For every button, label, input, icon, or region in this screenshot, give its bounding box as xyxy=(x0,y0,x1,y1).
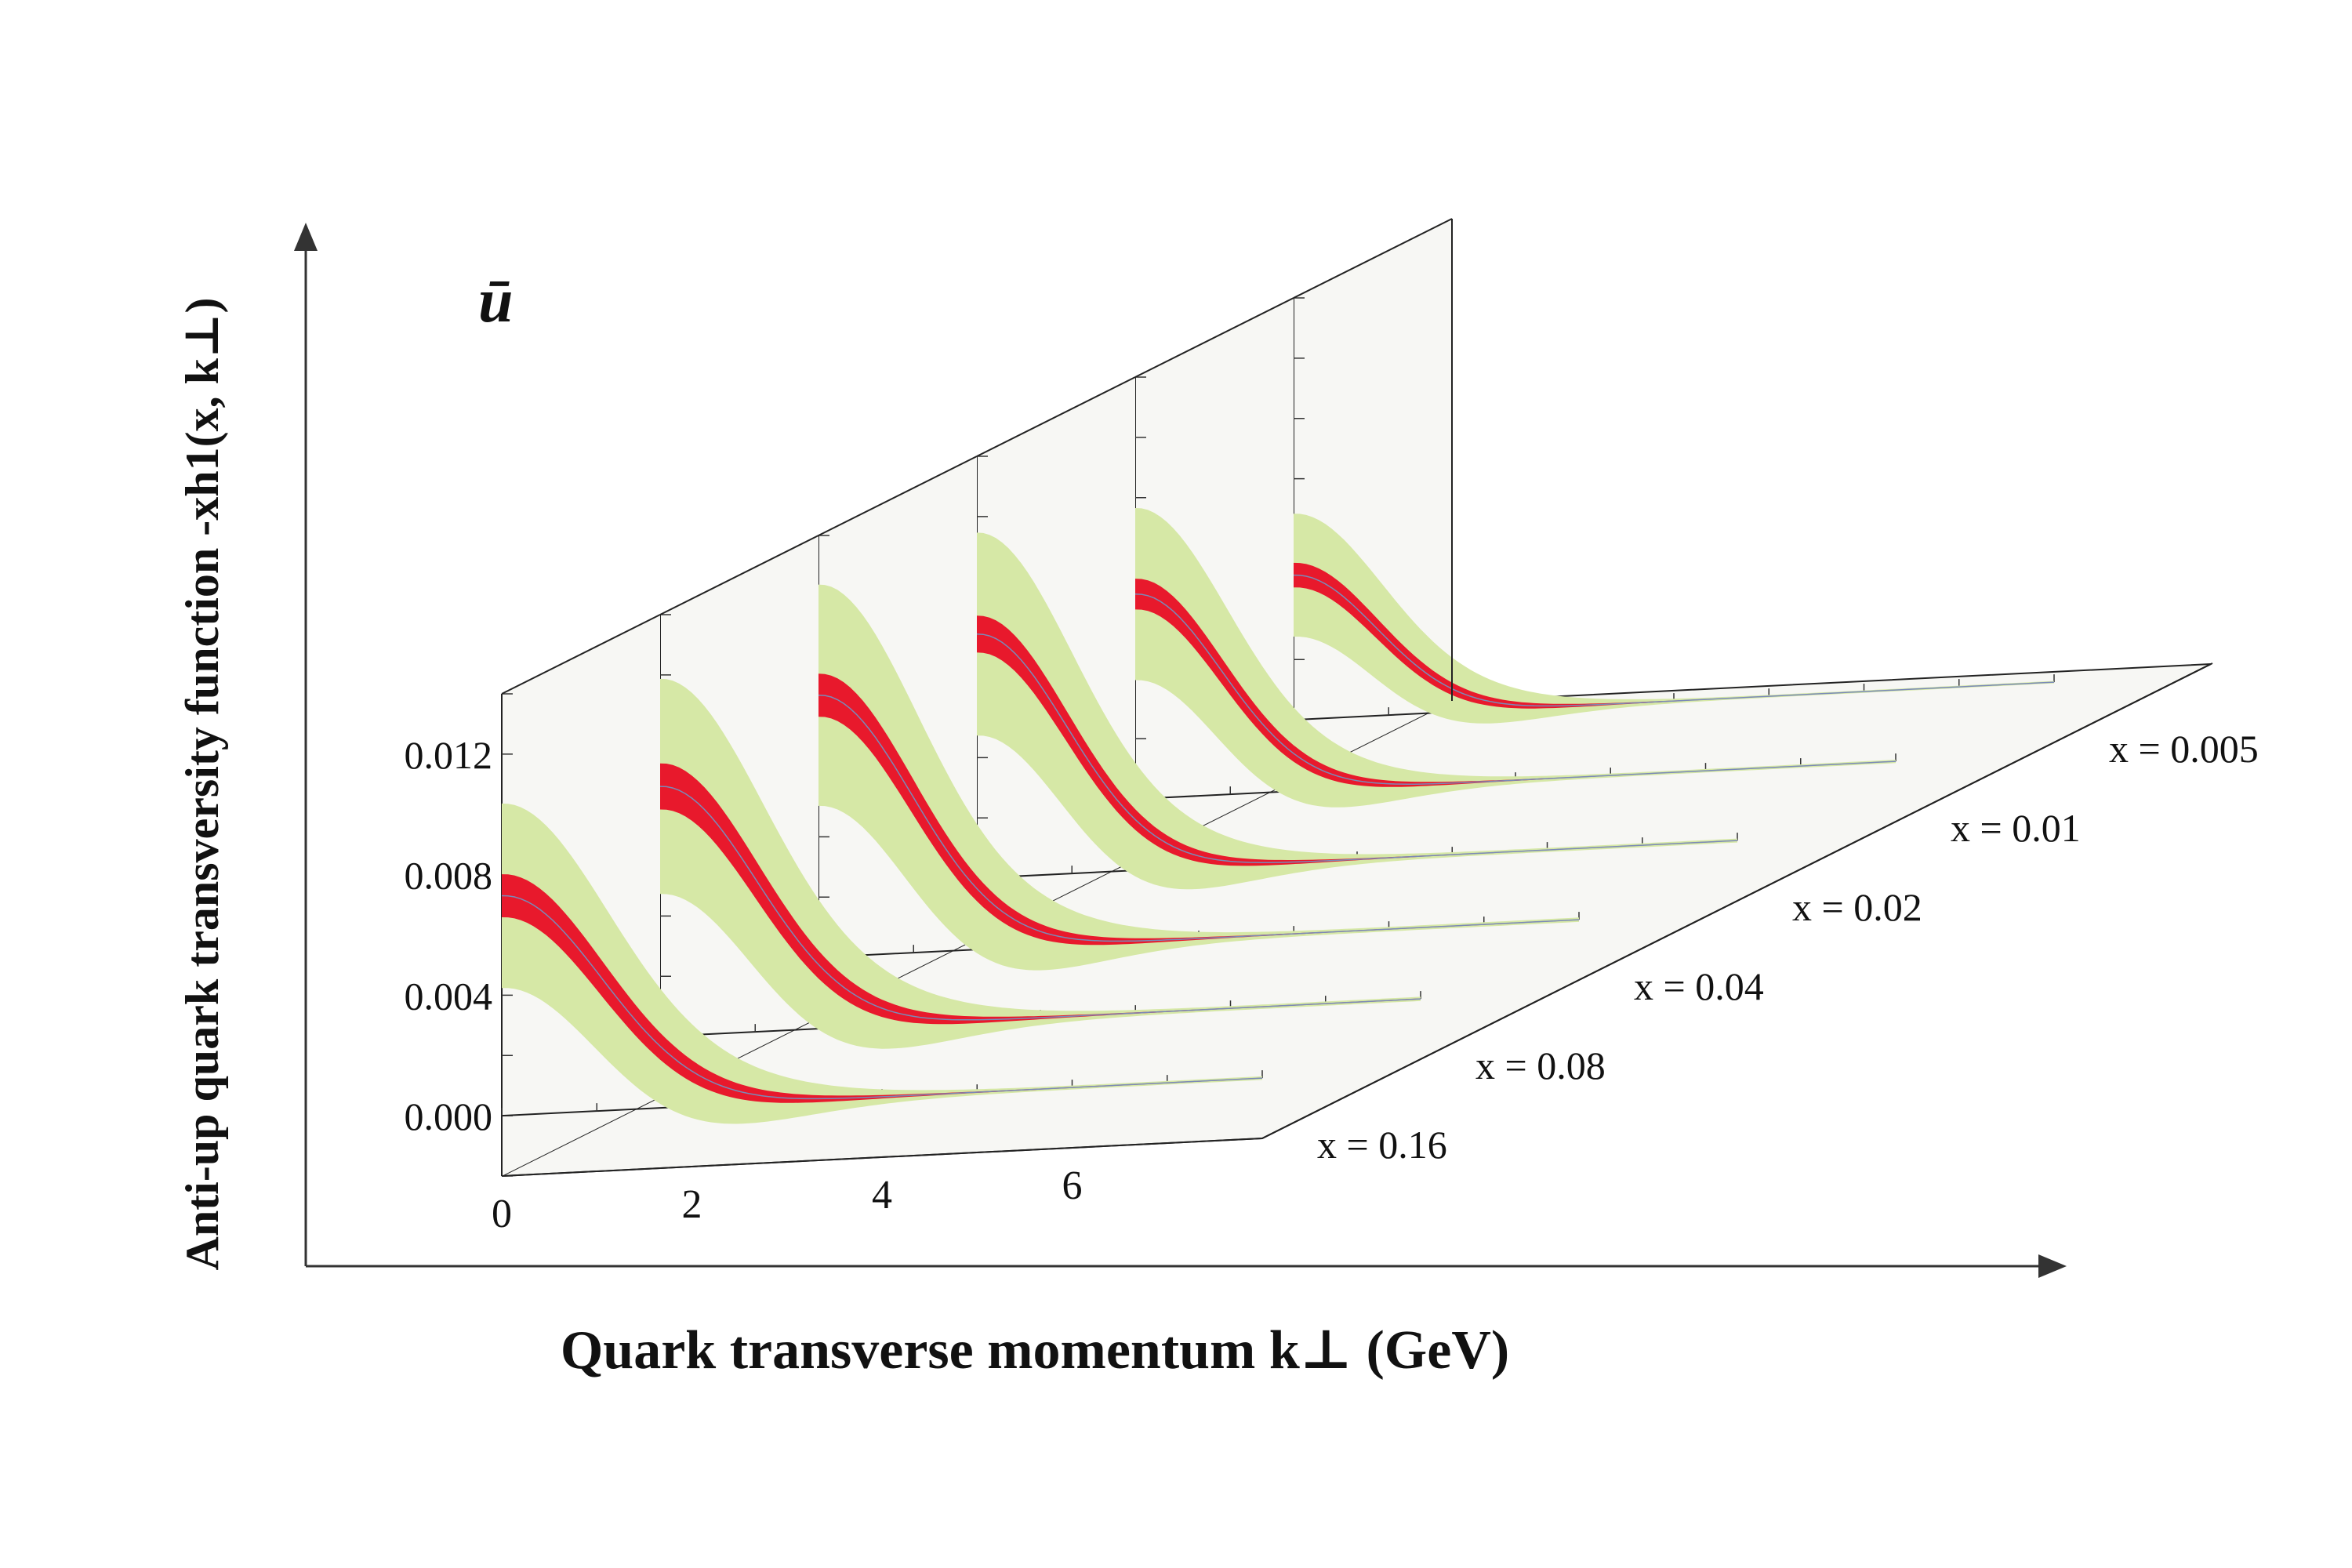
center-line xyxy=(1134,593,1896,785)
x-tick-label: 4 xyxy=(872,1173,892,1218)
axes-layer: 0 2 4 6 0.000 0.004 0.008 0.012 xyxy=(294,223,2067,1278)
floor-divider xyxy=(2053,662,2213,743)
uncertainty-band xyxy=(502,803,1262,1124)
y-axis-label: Anti-up quark transversity function -xh1… xyxy=(176,297,228,1270)
front-k-axis xyxy=(501,1137,1263,1177)
series-label: x = 0.005 xyxy=(2109,727,2259,771)
x-tick-label: 0 xyxy=(492,1192,512,1236)
floor-divider xyxy=(1737,821,1896,902)
floor-divider xyxy=(1420,979,1580,1060)
center-line xyxy=(1293,574,2055,707)
labels-layer: ū Anti-up quark transversity function -x… xyxy=(176,267,1509,1381)
x-tick-label: 2 xyxy=(682,1182,702,1227)
y-tick-label: 0.004 xyxy=(405,974,493,1018)
x-tick-label: 6 xyxy=(1062,1163,1083,1208)
y-tick-label: 0.000 xyxy=(405,1094,493,1138)
series-label: x = 0.08 xyxy=(1475,1044,1606,1087)
panel-top-edge xyxy=(501,614,661,695)
series-label: x = 0.16 xyxy=(1317,1123,1447,1167)
floor-divider xyxy=(1261,1058,1421,1139)
uncertainty-band xyxy=(818,584,1579,971)
y-tick-label: 0.012 xyxy=(405,733,493,777)
uncertainty-band xyxy=(977,532,1737,890)
center-line xyxy=(976,633,1738,863)
y-tick-label: 0.008 xyxy=(405,854,493,898)
series-label: x = 0.01 xyxy=(1951,806,2081,850)
center-line xyxy=(659,786,1421,1021)
series-label: x = 0.02 xyxy=(1792,885,1922,929)
floor-divider xyxy=(1895,742,2055,822)
series-label: x = 0.04 xyxy=(1634,964,1764,1008)
center-line xyxy=(501,895,1263,1100)
panel-top-edge xyxy=(976,376,1136,457)
floor-divider xyxy=(1578,900,1738,981)
panel-top-edge xyxy=(1134,297,1294,378)
panel-top-edge xyxy=(659,535,819,615)
x-axis-label: Quark transverse momentum k⊥ (GeV) xyxy=(561,1320,1509,1381)
panel-top-edge xyxy=(818,456,978,536)
uncertainty-band xyxy=(660,678,1421,1049)
center-line xyxy=(818,694,1580,942)
chart-subtitle: ū xyxy=(478,267,514,336)
panel-top-edge xyxy=(1293,218,1453,299)
panels-layer: x = 0.005 x = 0.01 x = 0.02 x = 0.04 x = 0.0… xyxy=(501,218,2259,1177)
